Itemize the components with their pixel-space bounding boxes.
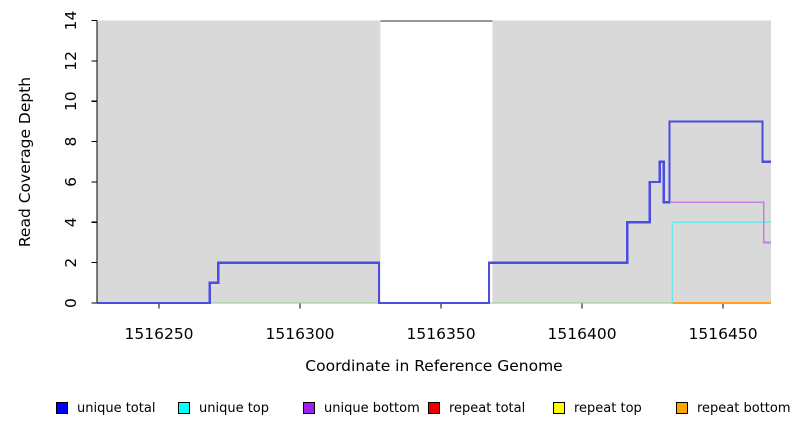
y-tick-label: 12 xyxy=(62,51,80,71)
legend-item-repeat-bottom: repeat bottom xyxy=(676,399,791,417)
legend-label: repeat bottom xyxy=(697,400,791,416)
legend-item-unique-top: unique top xyxy=(178,399,269,417)
x-tick-label: 1516400 xyxy=(548,325,617,343)
plot-canvas: 1516250 1516300 1516350 1516400 1516450 0 2 4 6 8… xyxy=(16,11,771,375)
legend-swatch xyxy=(303,402,315,414)
y-tick-label: 10 xyxy=(62,91,80,111)
y-tick-label: 8 xyxy=(62,137,80,147)
y-tick-label: 6 xyxy=(62,177,80,187)
legend-swatch xyxy=(676,402,688,414)
x-tick-label: 1516300 xyxy=(266,325,335,343)
legend-item-repeat-total: repeat total xyxy=(428,399,525,417)
legend-label: unique bottom xyxy=(324,400,420,416)
legend-item-repeat-top: repeat top xyxy=(553,399,642,417)
legend-item-unique-bottom: unique bottom xyxy=(303,399,420,417)
legend-swatch xyxy=(56,402,68,414)
x-tick-label: 1516350 xyxy=(407,325,476,343)
series-lines xyxy=(97,120,771,305)
legend-item-unique-total: unique total xyxy=(56,399,155,417)
x-axis-label: Coordinate in Reference Genome xyxy=(305,357,562,375)
legend-label: repeat top xyxy=(574,400,642,416)
series-unique-top xyxy=(671,221,771,303)
masked-region xyxy=(380,20,493,303)
x-tick-label: 1516450 xyxy=(689,325,758,343)
axes: 1516250 1516300 1516350 1516400 1516450 0 2 4 6 8… xyxy=(62,11,771,343)
legend-swatch xyxy=(178,402,190,414)
y-tick-label: 14 xyxy=(62,11,80,31)
y-axis-label: Read Coverage Depth xyxy=(16,77,34,247)
series-unique-total xyxy=(97,120,771,305)
y-tick-label: 2 xyxy=(62,258,80,268)
legend-swatch xyxy=(553,402,565,414)
legend-label: unique top xyxy=(199,400,270,416)
series-unique-bottom xyxy=(670,201,771,244)
legend-swatch xyxy=(428,402,440,414)
legend-label: unique total xyxy=(77,400,156,416)
y-tick-label: 4 xyxy=(62,217,80,227)
y-tick-label: 0 xyxy=(62,298,80,308)
legend: unique total unique top unique bottom repea… xyxy=(0,399,792,421)
x-tick-label: 1516250 xyxy=(125,325,194,343)
legend-label: repeat total xyxy=(449,400,526,416)
